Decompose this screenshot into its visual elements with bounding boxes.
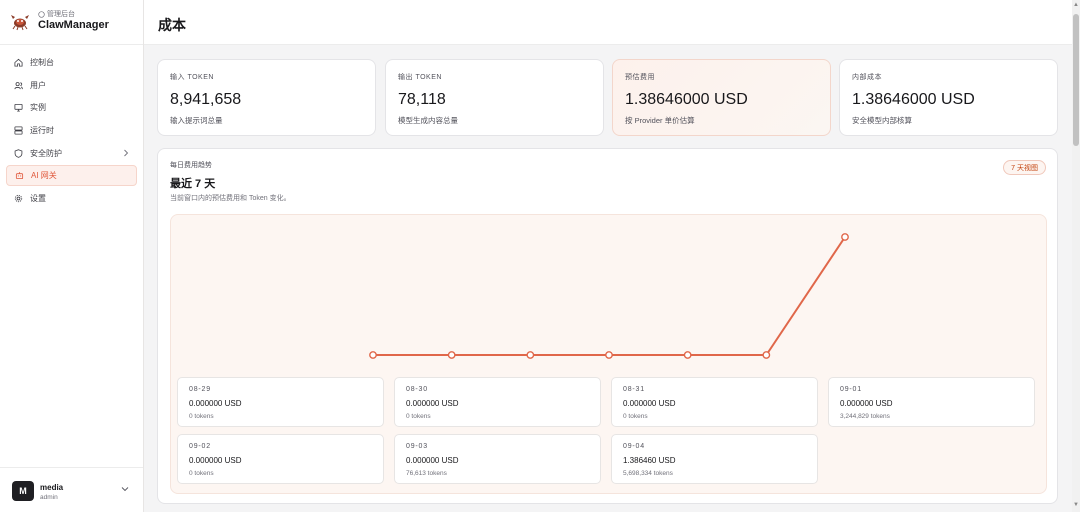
robot-icon — [14, 171, 24, 181]
sidebar-item-security[interactable]: 安全防护 — [6, 143, 137, 164]
sidebar: 管理后台 ClawManager 控制台 用户 实例 — [0, 0, 144, 512]
day-date: 08-29 — [189, 386, 211, 393]
stat-label: 输出 TOKEN — [398, 72, 442, 82]
stat-card-input-tokens: 输入 TOKEN 8,941,658 输入提示词总量 — [157, 59, 376, 136]
stat-description: 输入提示词总量 — [170, 115, 223, 126]
sidebar-item-ai-gateway[interactable]: AI 网关 — [6, 165, 137, 186]
cost-series-line — [373, 237, 845, 355]
day-card[interactable]: 09-04 1.386460 USD 5,698,334 tokens — [611, 434, 818, 484]
stat-card-output-tokens: 输出 TOKEN 78,118 模型生成内容总量 — [385, 59, 604, 136]
stat-card-estimated-cost: 预估费用 1.38646000 USD 按 Provider 单价估算 — [612, 59, 831, 136]
stat-label: 预估费用 — [625, 72, 655, 82]
range-badge[interactable]: 7 天视图 — [1003, 160, 1046, 175]
stat-description: 安全模型内部核算 — [852, 115, 912, 126]
stat-value: 8,941,658 — [170, 91, 241, 109]
trend-title: 最近 7 天 — [170, 175, 215, 191]
stat-value: 78,118 — [398, 91, 446, 109]
day-tokens: 0 tokens — [189, 413, 214, 420]
user-name: media — [40, 483, 63, 492]
sidebar-item-instances[interactable]: 实例 — [6, 97, 137, 118]
avatar: M — [12, 481, 34, 501]
stat-label: 输入 TOKEN — [170, 72, 214, 82]
sidebar-item-settings[interactable]: 设置 — [6, 188, 137, 209]
brand[interactable]: 管理后台 ClawManager — [10, 10, 109, 32]
data-point-09-01[interactable] — [606, 352, 612, 358]
day-tokens: 76,613 tokens — [406, 470, 447, 477]
data-point-09-04[interactable] — [842, 234, 848, 240]
data-point-08-29[interactable] — [370, 352, 376, 358]
brand-subtitle: 管理后台 — [47, 10, 75, 19]
stat-description: 模型生成内容总量 — [398, 115, 458, 126]
scroll-down-arrow-icon[interactable]: ▼ — [1073, 502, 1079, 508]
day-cost: 0.000000 USD — [406, 399, 458, 408]
sidebar-item-label: 用户 — [30, 80, 46, 91]
day-date: 08-31 — [623, 386, 645, 393]
day-date: 08-30 — [406, 386, 428, 393]
day-card[interactable]: 09-03 0.000000 USD 76,613 tokens — [394, 434, 601, 484]
palette-icon — [38, 11, 45, 18]
day-tokens: 3,244,829 tokens — [840, 413, 890, 420]
day-tokens: 0 tokens — [406, 413, 431, 420]
monitor-icon — [13, 103, 23, 113]
chevron-down-icon[interactable] — [121, 486, 129, 492]
sidebar-item-label: 安全防护 — [30, 148, 62, 159]
day-cost: 0.000000 USD — [189, 399, 241, 408]
shield-icon — [13, 148, 23, 158]
data-point-09-02[interactable] — [684, 352, 690, 358]
stat-value: 1.38646000 USD — [852, 91, 975, 109]
day-card[interactable]: 08-29 0.000000 USD 0 tokens — [177, 377, 384, 427]
sidebar-item-dashboard[interactable]: 控制台 — [6, 52, 137, 73]
day-tokens: 5,698,334 tokens — [623, 470, 673, 477]
day-date: 09-01 — [840, 386, 862, 393]
cost-chart: 08-29 0.000000 USD 0 tokens 08-30 0.0000… — [170, 214, 1047, 494]
user-menu[interactable]: M media admin — [0, 467, 143, 512]
sidebar-item-label: 运行时 — [30, 125, 54, 136]
day-card[interactable]: 09-01 0.000000 USD 3,244,829 tokens — [828, 377, 1035, 427]
day-cost: 0.000000 USD — [840, 399, 892, 408]
day-date: 09-02 — [189, 443, 211, 450]
users-icon — [13, 80, 23, 90]
sidebar-item-users[interactable]: 用户 — [6, 75, 137, 96]
stat-value: 1.38646000 USD — [625, 91, 748, 109]
day-date: 09-03 — [406, 443, 428, 450]
scroll-up-arrow-icon[interactable]: ▲ — [1073, 2, 1079, 8]
home-icon — [13, 58, 23, 68]
day-card[interactable]: 09-02 0.000000 USD 0 tokens — [177, 434, 384, 484]
divider — [0, 44, 143, 45]
trend-eyebrow: 每日费用趋势 — [170, 160, 212, 170]
user-role: admin — [40, 494, 58, 501]
sidebar-nav: 控制台 用户 实例 运行时 安全防护 — [6, 52, 137, 211]
day-cost: 0.000000 USD — [189, 456, 241, 465]
day-cost: 1.386460 USD — [623, 456, 675, 465]
stat-label: 内部成本 — [852, 72, 882, 82]
data-point-08-30[interactable] — [448, 352, 454, 358]
day-tokens: 0 tokens — [189, 470, 214, 477]
gear-icon — [13, 194, 23, 204]
day-card[interactable]: 08-30 0.000000 USD 0 tokens — [394, 377, 601, 427]
sidebar-item-runtime[interactable]: 运行时 — [6, 120, 137, 141]
sidebar-item-label: 设置 — [30, 193, 46, 204]
day-cost: 0.000000 USD — [623, 399, 675, 408]
page-header: 成本 — [144, 0, 1072, 45]
sidebar-item-label: 控制台 — [30, 57, 54, 68]
trend-subtitle: 当前窗口内的预估费用和 Token 变化。 — [170, 193, 291, 203]
claw-logo-icon — [10, 11, 30, 31]
scrollbar-thumb[interactable] — [1073, 14, 1079, 146]
day-cost: 0.000000 USD — [406, 456, 458, 465]
stat-description: 按 Provider 单价估算 — [625, 115, 695, 126]
chevron-right-icon — [123, 149, 129, 157]
day-date: 09-04 — [623, 443, 645, 450]
brand-name: ClawManager — [38, 19, 109, 32]
day-tokens: 0 tokens — [623, 413, 648, 420]
day-card[interactable]: 08-31 0.000000 USD 0 tokens — [611, 377, 818, 427]
sidebar-item-label: AI 网关 — [31, 170, 57, 181]
data-point-09-03[interactable] — [763, 352, 769, 358]
daily-cost-trend-panel: 每日费用趋势 最近 7 天 当前窗口内的预估费用和 Token 变化。 7 天视… — [157, 148, 1058, 504]
stat-card-internal-cost: 内部成本 1.38646000 USD 安全模型内部核算 — [839, 59, 1058, 136]
server-icon — [13, 126, 23, 136]
page-title: 成本 — [158, 15, 186, 35]
sidebar-item-label: 实例 — [30, 102, 46, 113]
data-point-08-31[interactable] — [527, 352, 533, 358]
